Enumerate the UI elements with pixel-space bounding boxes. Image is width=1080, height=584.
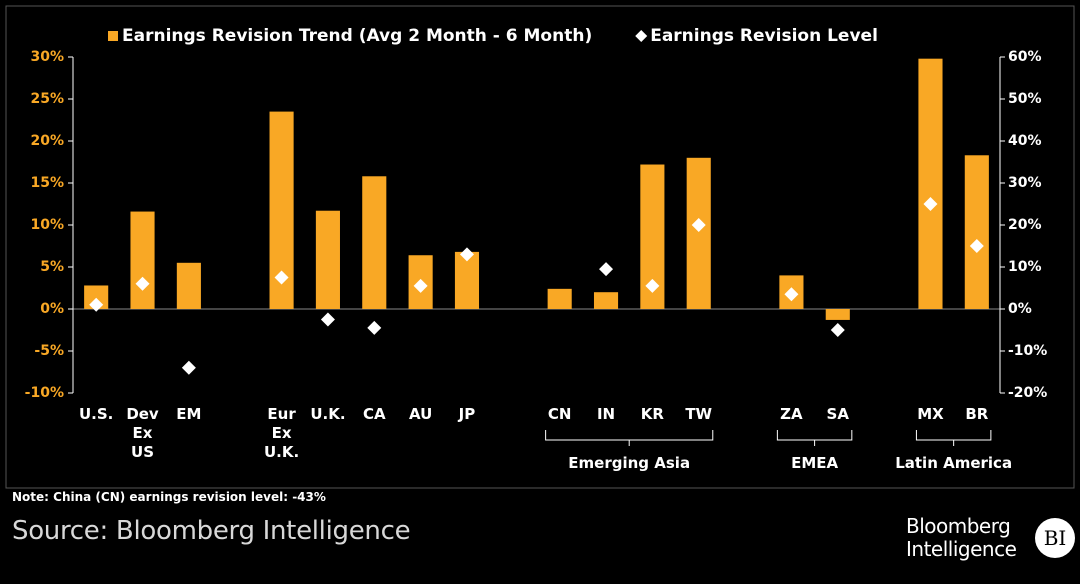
x-tick-label: AU — [408, 405, 433, 423]
bar — [362, 176, 387, 309]
diamond-marker — [181, 360, 196, 375]
bar — [918, 58, 943, 310]
y-tick-label: -10% — [25, 385, 64, 401]
y2-tick-label: 50% — [1008, 91, 1042, 107]
bar — [315, 210, 340, 309]
diamond-marker — [969, 239, 984, 253]
diamond-marker — [691, 218, 706, 232]
y2-tick-label: -20% — [1008, 385, 1047, 401]
diamond-marker — [830, 323, 845, 337]
group-label: EMEA — [791, 454, 839, 472]
y-tick-label: 15% — [30, 175, 64, 191]
x-tick-label: ZA — [780, 405, 803, 423]
y-tick-label: 25% — [30, 91, 64, 107]
diamond-marker — [459, 247, 474, 262]
group-bracket — [915, 430, 992, 446]
y-tick-label: 30% — [30, 49, 64, 65]
x-tick-label: U.K. — [310, 405, 346, 423]
y2-tick-label: 40% — [1008, 133, 1042, 149]
bar — [130, 211, 155, 309]
legend-label: Earnings Revision Trend (Avg 2 Month - 6… — [122, 26, 592, 46]
legend-swatch — [635, 30, 648, 42]
x-tick-label: EM — [176, 405, 202, 423]
y-tick-label: 10% — [30, 217, 64, 233]
x-tick-label: Dev Ex US — [126, 405, 159, 461]
group-bracket — [545, 430, 714, 446]
legend-swatch — [108, 31, 118, 41]
diamond-marker — [599, 262, 614, 277]
bar — [686, 157, 711, 309]
bar — [84, 285, 109, 309]
bar — [593, 292, 619, 309]
x-tick-label: BR — [965, 405, 989, 423]
bar — [825, 309, 850, 320]
x-tick-label: JP — [458, 405, 476, 423]
note: Note: China (CN) earnings revision level… — [12, 490, 326, 504]
source: Source: Bloomberg Intelligence — [12, 516, 411, 546]
x-tick-label: KR — [640, 405, 664, 423]
x-tick-label: CA — [362, 405, 386, 423]
y2-tick-label: 10% — [1008, 259, 1042, 275]
x-tick-label: U.S. — [78, 405, 114, 423]
bar — [964, 155, 989, 309]
diamond-marker — [923, 197, 938, 211]
diamond-marker — [320, 312, 335, 327]
logo-text: Bloomberg Intelligence — [906, 514, 1017, 561]
x-tick-label: TW — [685, 405, 713, 423]
y2-tick-label: -10% — [1008, 343, 1047, 359]
y2-tick-label: 0% — [1008, 301, 1032, 317]
diamond-marker — [645, 278, 660, 293]
y-tick-label: 5% — [40, 259, 64, 275]
y-tick-label: 20% — [30, 133, 64, 149]
chart-frame — [5, 5, 1075, 489]
diamond-marker — [89, 297, 104, 312]
y-tick-label: -5% — [34, 343, 64, 359]
x-tick-label: Eur Ex U.K. — [263, 405, 300, 461]
group-bracket — [776, 430, 853, 446]
diamond-marker — [135, 276, 150, 291]
x-tick-label: IN — [596, 405, 616, 423]
diamond-marker — [274, 270, 289, 285]
bar — [176, 262, 201, 309]
x-tick-label: MX — [917, 405, 944, 423]
group-label: Latin America — [895, 454, 1013, 472]
bar — [547, 288, 572, 309]
logo-mark: BI — [1035, 518, 1075, 558]
diamond-marker — [367, 320, 382, 335]
y2-tick-label: 30% — [1008, 175, 1042, 191]
y-tick-label: 0% — [40, 301, 64, 317]
diamond-marker — [784, 287, 799, 302]
x-tick-label: CN — [547, 405, 572, 423]
legend-label: Earnings Revision Level — [650, 26, 878, 46]
group-label: Emerging Asia — [568, 454, 691, 472]
y2-tick-label: 60% — [1008, 49, 1042, 65]
diamond-marker — [413, 278, 428, 293]
y2-tick-label: 20% — [1008, 217, 1042, 233]
x-tick-label: SA — [826, 405, 849, 423]
